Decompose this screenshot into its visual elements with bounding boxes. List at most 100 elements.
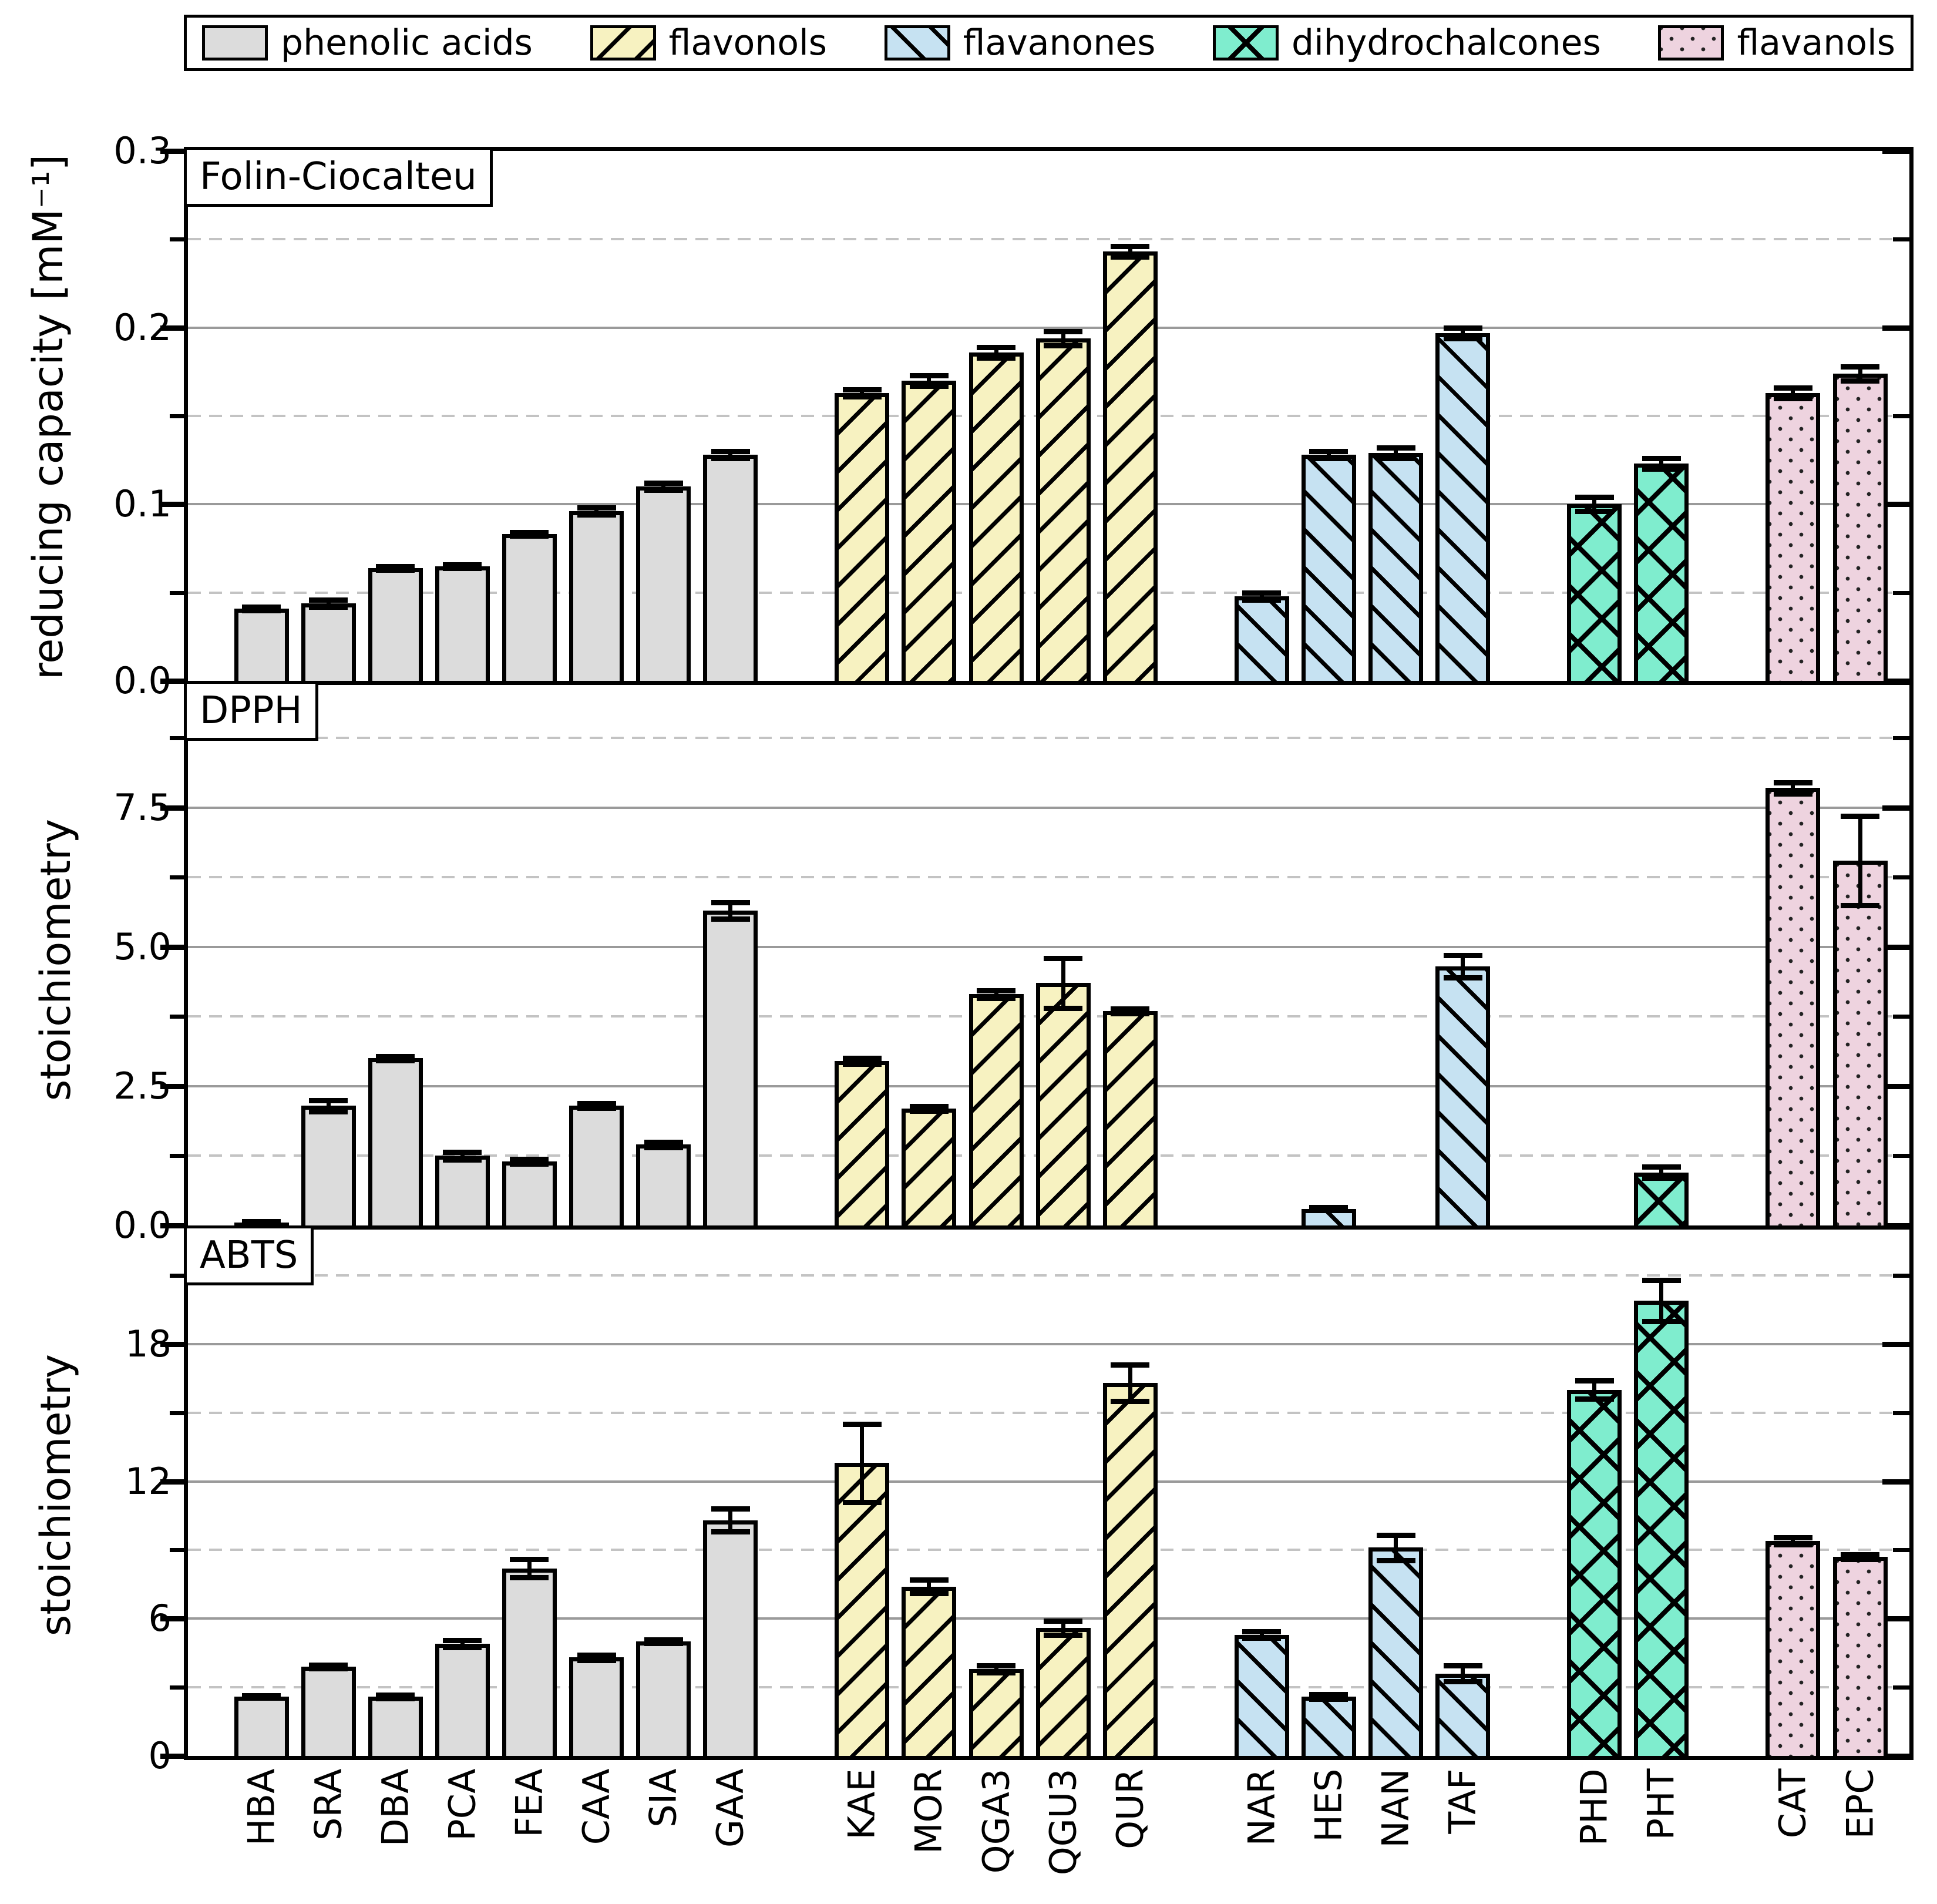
error-bar-nan (1394, 448, 1398, 459)
error-bar-cap (909, 1104, 949, 1110)
error-bar-cap (1242, 597, 1282, 603)
error-bar-cap (711, 1529, 750, 1535)
error-bar-cap (1376, 445, 1415, 451)
error-bar-cap (977, 1663, 1015, 1669)
major-gridline (188, 1342, 1909, 1345)
y-tick-label: 7.5 (113, 785, 171, 829)
panel-title-folin: Folin-Ciocalteu (184, 147, 493, 207)
error-bar-cap (1242, 1628, 1282, 1634)
y-minor-tick (1893, 1154, 1909, 1158)
x-label-nar: NAR (1240, 1768, 1283, 1846)
backward-diagonal-swatch-icon (884, 25, 950, 61)
bar-epc (1832, 860, 1888, 1225)
bar-caa (569, 1657, 624, 1756)
error-bar-cap (842, 1061, 882, 1067)
bar-hes (1301, 1696, 1356, 1756)
error-bar-cap (1642, 466, 1681, 472)
error-bar-cap (309, 604, 348, 610)
error-bar-pht (1659, 1280, 1664, 1321)
y-tick-label: 0.3 (113, 129, 171, 172)
error-bar-qgu3 (1061, 1621, 1065, 1635)
error-bar-cap (577, 505, 616, 511)
error-bar-cap (577, 1658, 616, 1664)
error-bar-cap (1575, 495, 1614, 501)
error-bar-cap (443, 562, 482, 567)
panel-folin-plot (160, 149, 1909, 684)
bar-pht (1634, 1172, 1689, 1225)
panel-abts: ABTS (160, 1225, 1914, 1760)
error-bar-cap (644, 1145, 683, 1151)
error-bar-cap (510, 1161, 549, 1167)
panel-title-dpph: DPPH (184, 681, 318, 741)
x-label-sra: SRA (307, 1768, 350, 1841)
error-bar-cap (644, 488, 683, 493)
error-bar-cat (1791, 387, 1795, 398)
error-bar-cap (1111, 1399, 1150, 1405)
y-major-tick (160, 1223, 184, 1228)
y-major-tick (1882, 1341, 1909, 1347)
error-bar-qgu3 (1061, 958, 1065, 1009)
error-bar-cap (1642, 456, 1681, 462)
error-bar-cap (309, 597, 348, 603)
error-bar-cap (711, 916, 750, 922)
bar-taf (1435, 1673, 1491, 1756)
error-bar-cap (1309, 1204, 1348, 1210)
bar-fea (502, 534, 557, 681)
error-bar-cap (510, 1556, 549, 1562)
panel-abts-plot (160, 1230, 1909, 1759)
bar-caa (569, 511, 624, 681)
y-major-tick (1882, 1616, 1909, 1622)
error-bar-cap (309, 1666, 348, 1672)
error-bar-cap (909, 1108, 949, 1114)
y-major-tick (160, 805, 184, 811)
y-major-tick (1882, 1083, 1909, 1089)
bar-nar (1234, 1634, 1289, 1756)
x-label-hba: HBA (240, 1768, 283, 1846)
error-bar-cap (242, 1695, 281, 1701)
error-bar-pht (1659, 458, 1664, 469)
y-tick-label: 12 (125, 1459, 171, 1503)
bar-qgu3 (1035, 338, 1091, 681)
error-bar-cap (1841, 378, 1879, 384)
error-bar-phd (1592, 1381, 1597, 1399)
error-bar-cap (1575, 1396, 1614, 1402)
y-minor-tick (1893, 1548, 1909, 1553)
error-bar-cap (376, 563, 415, 569)
error-bar-cap (376, 1058, 415, 1064)
y-tick-label: 18 (125, 1322, 171, 1365)
error-bar-cap (1044, 1618, 1083, 1624)
bar-kae (835, 392, 890, 681)
error-bar-cap (510, 530, 549, 536)
error-bar-cap (1642, 1164, 1681, 1170)
bar-dba (368, 567, 423, 681)
error-bar-cap (1309, 1696, 1348, 1702)
error-bar-cap (309, 1109, 348, 1114)
error-bar-pca (460, 1640, 465, 1647)
bar-sia (636, 486, 691, 681)
error-bar-cap (242, 607, 281, 613)
y-minor-tick (1893, 1411, 1909, 1415)
bar-phd (1567, 1389, 1622, 1756)
error-bar-cap (909, 372, 949, 378)
y-major-tick (160, 1479, 184, 1485)
y-minor-tick (1893, 1273, 1909, 1278)
bar-qga3 (968, 352, 1024, 681)
error-bar-cap (644, 1139, 683, 1145)
error-bar-cap (1111, 244, 1150, 250)
y-major-tick (160, 679, 184, 684)
error-bar-cap (1111, 1006, 1150, 1012)
y-tick-label: 0.1 (113, 482, 171, 526)
y-minor-tick (170, 414, 184, 418)
y-minor-tick (1893, 1015, 1909, 1019)
y-minor-tick (1893, 590, 1909, 595)
error-bar-cap (577, 1101, 616, 1107)
error-bar-cap (1111, 1362, 1150, 1368)
bar-qga3 (968, 994, 1024, 1225)
error-bar-sra (326, 1100, 331, 1111)
error-bar-cap (443, 1644, 482, 1650)
error-bar-mor (927, 375, 931, 386)
error-bar-cap (977, 344, 1015, 350)
error-bar-taf (1461, 955, 1465, 978)
y-minor-tick (1893, 414, 1909, 418)
bar-mor (902, 380, 957, 681)
